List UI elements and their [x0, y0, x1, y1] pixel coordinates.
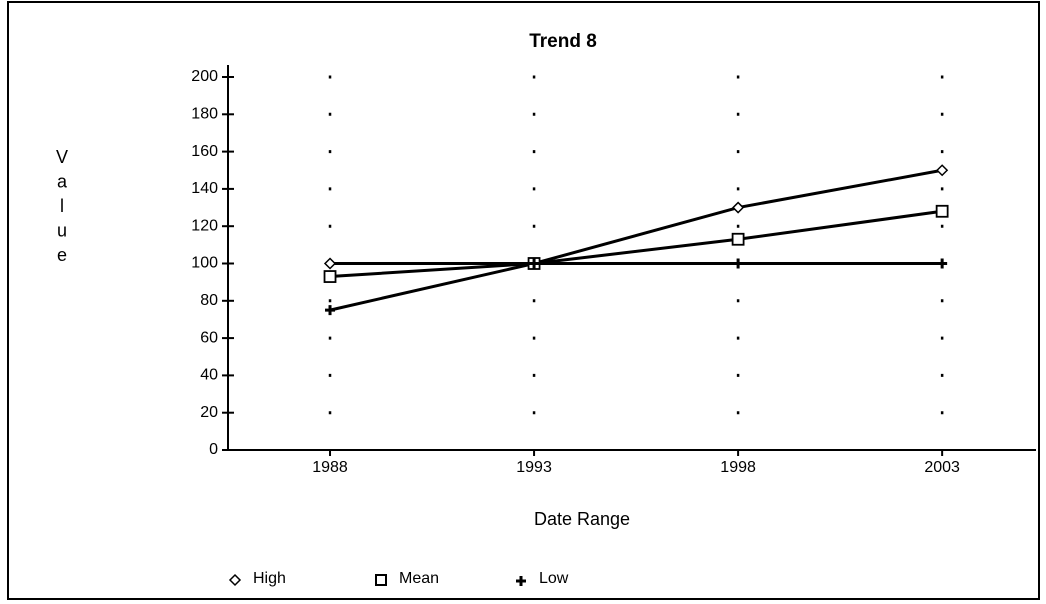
legend-label: Low — [539, 570, 569, 587]
point — [325, 305, 336, 316]
chart-title: Trend 8 — [529, 31, 597, 52]
point — [937, 258, 948, 269]
point — [936, 164, 949, 177]
point — [732, 201, 745, 214]
x-axis-title: Date Range — [534, 509, 630, 529]
y-tick-label: 200 — [191, 68, 218, 85]
y-tick-label: 120 — [191, 217, 218, 234]
point — [323, 270, 337, 283]
series-line — [329, 209, 943, 279]
legend-label: High — [253, 570, 286, 587]
y-tick-label: 60 — [200, 329, 218, 346]
y-tick-label: 100 — [191, 255, 218, 272]
point — [323, 257, 337, 270]
y-tick-label: 140 — [191, 180, 218, 197]
y-tick-label: 160 — [191, 143, 218, 160]
y-tick-label: 80 — [200, 292, 218, 309]
x-tick-label: 2003 — [924, 459, 960, 476]
y-tick-label: 0 — [209, 441, 218, 458]
point — [731, 232, 745, 246]
series-line — [330, 168, 943, 265]
x-tick-label: 1988 — [312, 459, 348, 476]
y-tick-label: 40 — [200, 367, 218, 384]
legend-marker — [516, 576, 526, 586]
point — [733, 258, 744, 269]
point — [529, 258, 540, 269]
x-tick-label: 1998 — [720, 459, 756, 476]
legend-marker — [228, 573, 242, 587]
x-tick-label: 1993 — [516, 459, 552, 476]
series-line — [329, 262, 943, 312]
legend-label: Mean — [399, 570, 439, 587]
legend-marker — [375, 574, 387, 586]
point — [935, 204, 949, 218]
frame — [7, 1, 1040, 600]
y-tick-label: 20 — [200, 404, 218, 421]
y-tick-label: 180 — [191, 106, 218, 123]
